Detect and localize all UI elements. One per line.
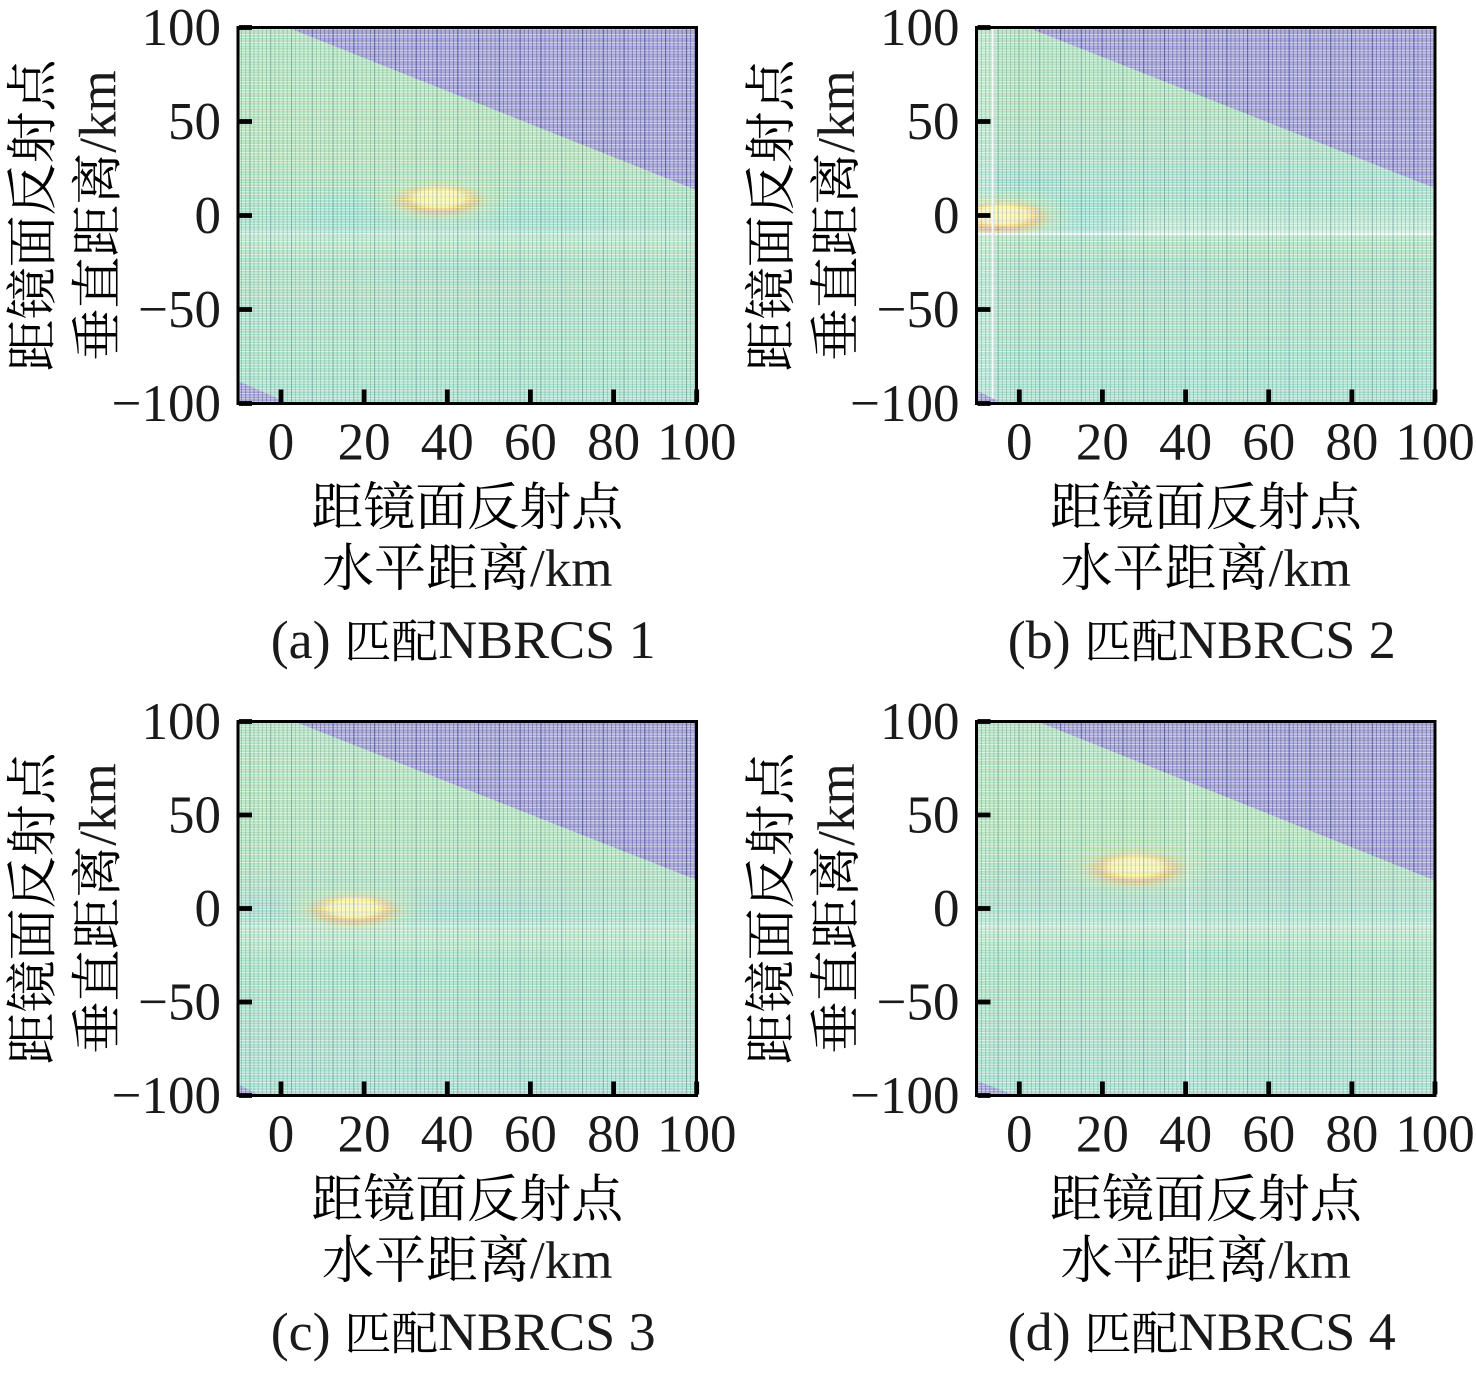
svg-text:60: 60 [1242, 414, 1295, 472]
svg-text:60: 60 [1242, 1106, 1295, 1164]
svg-text:100: 100 [142, 0, 222, 57]
svg-text:0: 0 [195, 187, 222, 245]
svg-text:20: 20 [338, 1106, 391, 1164]
svg-text:−100: −100 [850, 1067, 959, 1125]
svg-text:/km: /km [808, 70, 866, 152]
svg-text:40: 40 [1159, 414, 1212, 472]
svg-text:50: 50 [168, 93, 221, 151]
svg-text:(d): (d) [1008, 1302, 1084, 1362]
svg-text:/km: /km [70, 70, 128, 152]
svg-text:−50: −50 [877, 281, 960, 339]
svg-text:80: 80 [587, 414, 640, 472]
svg-text:/km: /km [530, 540, 612, 598]
svg-text:100: 100 [1395, 1106, 1475, 1164]
svg-text:80: 80 [1325, 414, 1378, 472]
svg-text:/km: /km [808, 763, 866, 845]
svg-text:0: 0 [268, 414, 295, 472]
svg-text:/km: /km [1269, 540, 1351, 598]
svg-text:0: 0 [268, 1106, 295, 1164]
svg-text:60: 60 [504, 414, 557, 472]
svg-text:0: 0 [933, 880, 960, 938]
svg-text:20: 20 [1076, 1106, 1129, 1164]
svg-text:40: 40 [421, 414, 474, 472]
svg-text:/km: /km [70, 763, 128, 845]
svg-text:80: 80 [587, 1106, 640, 1164]
svg-text:NBRCS 2: NBRCS 2 [1178, 610, 1396, 670]
svg-text:50: 50 [168, 787, 221, 845]
svg-text:NBRCS 4: NBRCS 4 [1178, 1302, 1396, 1362]
svg-text:0: 0 [933, 187, 960, 245]
svg-text:80: 80 [1325, 1106, 1378, 1164]
svg-text:(b): (b) [1008, 610, 1084, 670]
svg-text:NBRCS 3: NBRCS 3 [438, 1302, 656, 1362]
svg-text:20: 20 [1076, 414, 1129, 472]
svg-text:60: 60 [504, 1106, 557, 1164]
svg-text:0: 0 [195, 880, 222, 938]
svg-text:0: 0 [1006, 414, 1033, 472]
svg-text:−50: −50 [138, 974, 221, 1032]
svg-text:100: 100 [880, 693, 960, 751]
svg-text:/km: /km [530, 1232, 612, 1290]
svg-text:(a): (a) [271, 610, 344, 670]
svg-text:−50: −50 [877, 974, 960, 1032]
svg-text:50: 50 [907, 93, 960, 151]
svg-text:100: 100 [1395, 414, 1475, 472]
svg-text:−50: −50 [138, 281, 221, 339]
svg-text:−100: −100 [112, 375, 221, 433]
svg-text:100: 100 [880, 0, 960, 57]
svg-text:50: 50 [907, 787, 960, 845]
svg-text:−100: −100 [112, 1067, 221, 1125]
svg-text:40: 40 [1159, 1106, 1212, 1164]
svg-text:/km: /km [1269, 1232, 1351, 1290]
svg-text:NBRCS 1: NBRCS 1 [438, 610, 656, 670]
svg-text:0: 0 [1006, 1106, 1033, 1164]
svg-text:(c): (c) [271, 1302, 344, 1362]
svg-text:100: 100 [657, 1106, 737, 1164]
svg-text:20: 20 [338, 414, 391, 472]
svg-text:−100: −100 [850, 375, 959, 433]
svg-text:40: 40 [421, 1106, 474, 1164]
svg-text:100: 100 [142, 693, 222, 751]
svg-text:100: 100 [657, 414, 737, 472]
